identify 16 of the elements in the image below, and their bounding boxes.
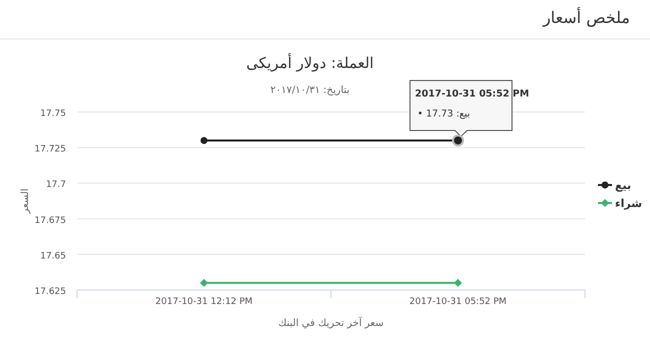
text: ملخص أسعار [542,7,630,27]
x-tick-label: 2017-10-31 12:12 PM [155,297,253,307]
y-axis-title: السعر [20,188,31,215]
y-tick-label: 17.625 [34,287,66,297]
chart-title: العملة: دولار أمريكى [246,53,374,72]
y-tick-label: 17.65 [40,251,66,262]
y-tick-label: 17.7 [46,180,66,190]
x-tick-label: 2017-10-31 05:52 PM [409,297,507,307]
y-tick-label: 17.675 [34,216,66,226]
y-tick-label: 17.725 [34,144,66,155]
x-axis-title: سعر آخر تحريك في البنك [278,316,384,329]
annotation: بيع: 17.73 • [417,108,470,120]
legend-label: شراء [615,197,642,210]
y-tick-label: 17.75 [40,109,66,119]
legend-label: بيع [615,179,632,192]
chart-subtitle: بتاريخ: ٢٠١٧/١٠/٣١ [270,85,350,96]
